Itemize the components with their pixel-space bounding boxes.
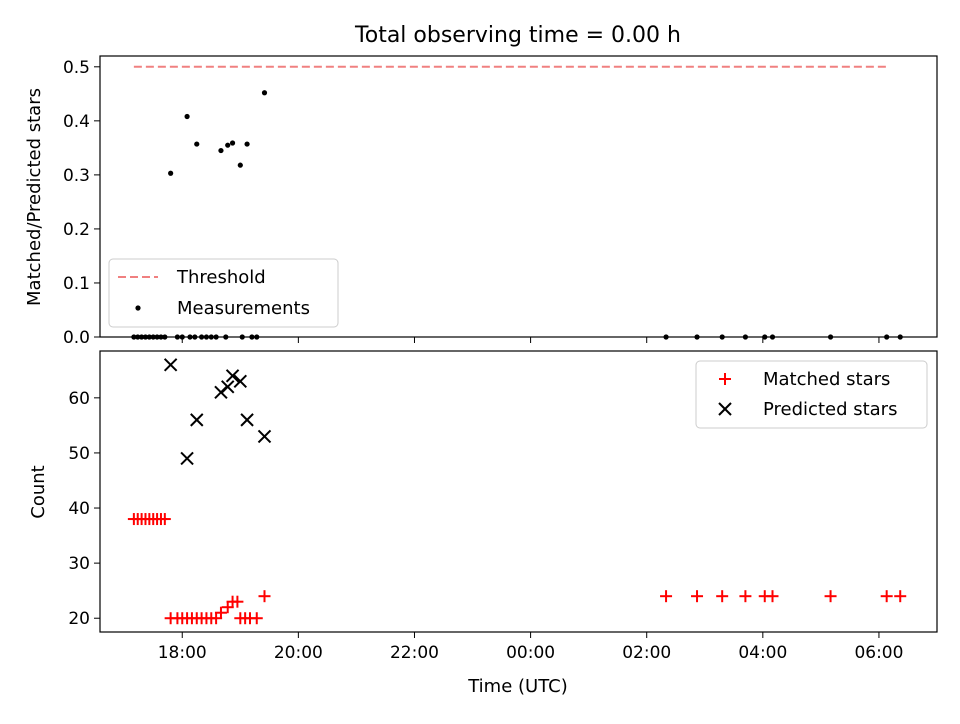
predicted-stars-point [221,380,235,394]
top-y-tick-label: 0.4 [63,112,90,132]
predicted-stars-point [257,429,272,444]
top-legend-measurements-label: Measurements [177,298,310,319]
bottom-x-axis-label: Time (UTC) [467,676,568,697]
top-axes-frame [99,55,938,338]
bottom-y-tick-label: 60 [68,389,90,409]
predicted-stars-point [225,369,240,383]
bottom-plot-area [127,358,907,625]
matched-stars-point [716,590,729,603]
top-x-tick-marks [181,337,880,343]
matched-stars-point [824,590,837,603]
matched-stars-point [880,590,893,603]
bottom-y-tick-label: 30 [68,554,90,574]
bottom-x-tick-label: 06:00 [854,643,903,663]
top-legend-threshold-label: Threshold [176,267,266,288]
bottom-legend-predicted-label: Predicted stars [763,399,897,420]
bottom-x-tick-label: 04:00 [738,643,787,663]
bottom-legend-box [695,360,928,429]
matched-stars-point [258,590,271,603]
measurement-point [184,113,190,120]
matched-stars-point [660,590,673,603]
matched-stars-point [766,590,779,603]
bottom-x-tick-label: 02:00 [622,643,671,663]
bottom-x-tick-label: 18:00 [158,643,207,663]
top-y-axis: 0.0 0.1 0.2 0.3 0.4 0.5 [63,58,100,348]
bottom-axes-frame [99,350,938,633]
bottom-x-tick-label: 22:00 [390,643,439,663]
measurement-point [194,141,200,147]
bottom-y-axis: 20 30 40 50 60 [68,389,100,629]
bottom-legend-matched-swatch [719,373,731,385]
top-legend-measurements-swatch [135,305,141,311]
top-y-tick-label: 0.2 [63,220,90,240]
predicted-stars-point [233,374,248,389]
figure-title: Total observing time = 0.00 h [354,23,681,48]
matched-stars-point [691,590,704,603]
bottom-legend-predicted-swatch [718,402,732,416]
measurement-point [225,142,231,148]
predicted-stars-point [180,451,194,466]
top-y-tick-label: 0.1 [63,274,90,294]
top-y-tick-label: 0.0 [63,328,90,348]
measurement-point [218,147,224,154]
measurement-point [261,90,268,96]
top-y-axis-label: Matched/Predicted stars [24,88,45,306]
bottom-x-tick-label: 20:00 [274,643,323,663]
top-y-tick-label: 0.5 [63,58,90,78]
bottom-x-tick-label: 00:00 [506,643,555,663]
predicted-stars-point [163,358,178,372]
measurement-point [237,162,243,168]
bottom-x-axis: 18:00 20:00 22:00 00:00 02:00 04:00 06:00 [158,632,903,663]
measurement-point [244,141,250,147]
top-legend-box [108,258,339,328]
bottom-legend-matched-label: Matched stars [763,369,890,390]
measurement-point [168,170,174,176]
matched-stars-point [739,590,752,603]
bottom-panel: 20 30 40 50 60 18:00 20:00 22:00 00:00 02:00 04:0… [28,350,938,697]
top-y-tick-label: 0.3 [63,166,90,186]
top-legend: Threshold Measurements [108,258,339,328]
predicted-stars-point [240,413,254,427]
predicted-stars-point [190,413,204,427]
matched-stars-point [894,590,907,603]
bottom-y-tick-label: 50 [68,444,90,464]
matched-stars-point [250,612,263,625]
bottom-y-tick-label: 20 [68,609,90,629]
bottom-y-tick-label: 40 [68,499,90,519]
bottom-y-axis-label: Count [28,465,49,518]
matched-stars-point [158,513,171,526]
measurement-point [229,140,236,146]
matched-stars-point [214,606,227,619]
top-panel: 0.0 0.1 0.2 0.3 0.4 0.5 Matched/Predicted sta… [24,55,938,348]
bottom-legend: Matched stars Predicted stars [695,360,928,429]
matched-stars-point [231,595,244,608]
